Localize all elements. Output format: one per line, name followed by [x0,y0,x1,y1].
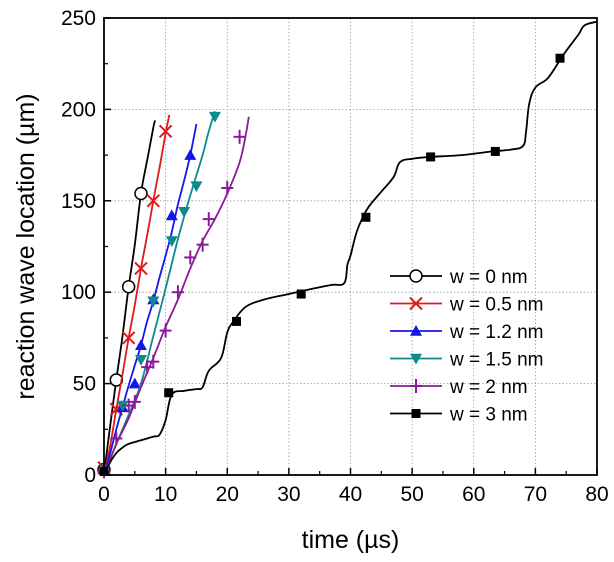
x-tick-label-0: 0 [98,483,110,506]
series-0-line [103,120,156,476]
series-3-point-3 [147,296,160,308]
series-1-point-3 [134,261,148,276]
series-2-point-6 [184,149,197,160]
series-5-point-1 [164,388,174,398]
legend-label-4: w = 2 nm [449,377,528,398]
legend-item-1: w = 0.5 nm [390,295,543,316]
y-tick-label-0: 0 [84,464,96,487]
series-1-point-2-b [121,331,136,345]
y-tick-label-1: 50 [73,373,96,396]
series-1-point-5 [158,124,173,139]
series-4 [98,116,250,479]
series-1 [97,114,173,476]
y-tick-label-2: 100 [61,281,96,304]
series-5-point-5 [426,152,436,162]
series-2-point-5 [165,209,178,221]
legend-item-3: w = 1.5 nm [390,350,543,371]
series-4-point-4 [141,360,154,375]
x-tick-label-7: 70 [524,483,547,506]
series-4-point-3 [128,394,141,409]
legend-label-0: w = 0 nm [449,267,528,288]
x-tick-label-8: 80 [585,483,608,506]
x-axis-label: time (µs) [302,526,400,554]
y-tick-label-3: 150 [61,190,96,213]
series-4-point-8 [184,250,197,265]
series-3-point-1 [116,400,129,412]
x-tick-label-2: 20 [216,483,239,506]
series-4-point-11 [221,181,234,196]
series-5-line [103,20,598,476]
grid [104,18,597,475]
series-3-point-5 [178,206,191,218]
legend-marker-1 [409,296,423,311]
series-3-point-2 [134,355,147,366]
legend-label-3: w = 1.5 nm [449,350,543,371]
series-4-point-7 [171,285,184,300]
series-0-point-2 [121,279,136,294]
legend-item-5: w = 3 nm [390,405,528,426]
y-axis-label: reaction wave location (µm) [12,93,40,399]
series-2-point-2 [128,377,141,389]
legend-item-0: w = 0 nm [390,267,528,288]
series-5-point-7 [555,53,565,63]
series-1-point-3-b [134,261,148,276]
series-1-point-4-b [146,194,161,208]
series-4-line [103,116,250,476]
series-4-point-2 [122,398,135,413]
series-4-point-1 [110,431,123,446]
series-1-point-2 [121,331,136,345]
x-tick-label-1: 10 [154,483,177,506]
series-5-point-3 [296,289,306,299]
series-1-line [103,114,171,476]
legend: w = 0 nm w = 0.5 nm w = 1.2 nm w = 1.5 nm w … [390,267,543,426]
x-tick-label-3: 30 [277,483,300,506]
series-2-line [103,123,198,476]
legend-marker-2 [410,325,422,336]
series-4-point-10 [202,212,215,227]
legend-marker-5 [411,409,421,418]
series-5 [99,20,598,476]
ticks: 0 10 20 30 40 50 60 70 80 0 50 100 150 200 250 [61,7,609,506]
x-tick-label-4: 40 [339,483,362,506]
series-5-point-6 [490,146,500,156]
y-tick-label-5: 250 [61,7,96,30]
legend-marker-3 [410,353,422,365]
series-5-point-4 [361,212,371,222]
series-0-point-3 [134,186,148,201]
legend-item-2: w = 1.2 nm [390,322,543,343]
series-3-point-7 [208,111,221,123]
series-4-point-6 [159,323,172,338]
legend-item-4: w = 2 nm [390,377,528,398]
series-layer [97,20,598,479]
y-tick-label-4: 200 [61,98,96,121]
legend-marker-4 [410,379,422,393]
series-3-point-4 [165,236,178,248]
series-3-line [103,110,216,476]
series-1-point-5-b [158,124,173,139]
legend-label-1: w = 0.5 nm [449,295,543,316]
legend-label-2: w = 1.2 nm [449,322,543,343]
legend-marker-0 [409,269,423,283]
series-3-point-6 [190,181,203,193]
series-2 [98,123,198,476]
x-tick-label-5: 50 [400,483,423,506]
legend-marker-1-b [409,296,423,311]
series-5-point-2 [231,316,241,326]
series-1-point-4 [146,194,161,208]
series-4-point-5 [147,354,160,369]
series-4-point-9 [196,237,209,252]
legend-label-5: w = 3 nm [449,405,528,426]
x-tick-label-6: 60 [462,483,485,506]
series-4-point-12 [233,129,246,144]
series-2-point-3 [134,339,147,351]
